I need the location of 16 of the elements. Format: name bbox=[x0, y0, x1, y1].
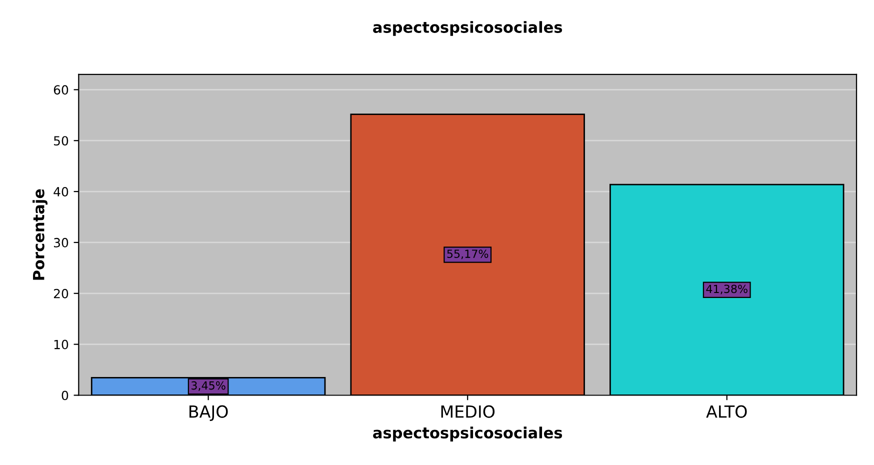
x-tick-label: ALTO bbox=[706, 405, 747, 418]
data-label: 55,17% bbox=[447, 250, 488, 260]
y-tick-label: 20 bbox=[54, 288, 68, 298]
data-label: 41,38% bbox=[706, 284, 748, 294]
y-tick-label: 50 bbox=[54, 136, 68, 146]
y-tick-label: 10 bbox=[54, 340, 68, 350]
y-tick-label: 40 bbox=[54, 187, 68, 196]
x-tick-label: MEDIO bbox=[441, 405, 495, 418]
y-tick-label: 60 bbox=[54, 85, 68, 95]
y-axis-title: Porcentaje bbox=[32, 189, 48, 280]
chart-title: aspectospsicosociales bbox=[373, 21, 562, 36]
x-tick-label: BAJO bbox=[190, 405, 228, 421]
y-tick-label: 0 bbox=[62, 390, 68, 400]
data-label: 3,45% bbox=[192, 381, 226, 391]
y-tick-label: 30 bbox=[54, 238, 68, 248]
x-axis-title: aspectospsicosociales bbox=[373, 426, 562, 442]
